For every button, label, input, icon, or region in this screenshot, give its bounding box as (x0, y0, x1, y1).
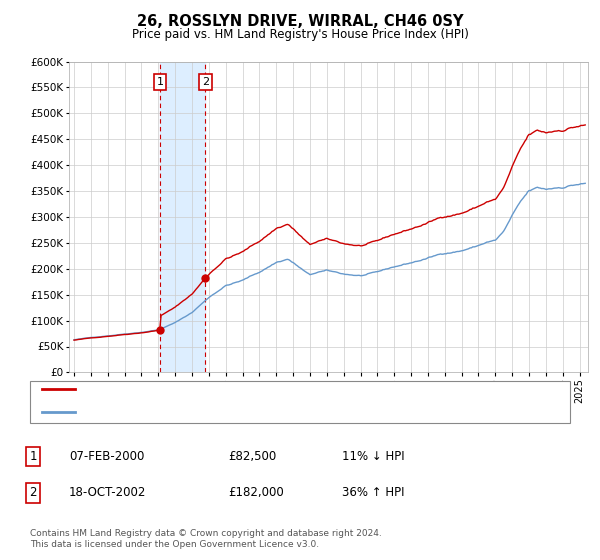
Text: 07-FEB-2000: 07-FEB-2000 (69, 450, 145, 463)
Text: 2: 2 (29, 486, 37, 500)
Text: 1: 1 (157, 77, 163, 87)
Text: £82,500: £82,500 (228, 450, 276, 463)
Text: 26, ROSSLYN DRIVE, WIRRAL, CH46 0SY: 26, ROSSLYN DRIVE, WIRRAL, CH46 0SY (137, 14, 463, 29)
Text: Price paid vs. HM Land Registry's House Price Index (HPI): Price paid vs. HM Land Registry's House … (131, 28, 469, 41)
Text: 36% ↑ HPI: 36% ↑ HPI (342, 486, 404, 500)
Bar (160, 62, 205, 372)
Text: 18-OCT-2002: 18-OCT-2002 (69, 486, 146, 500)
Text: HPI: Average price, detached house, Wirral: HPI: Average price, detached house, Wirr… (81, 407, 305, 417)
Text: 26, ROSSLYN DRIVE, WIRRAL, CH46 0SY (detached house): 26, ROSSLYN DRIVE, WIRRAL, CH46 0SY (det… (81, 385, 382, 394)
Text: 1: 1 (29, 450, 37, 463)
Text: 11% ↓ HPI: 11% ↓ HPI (342, 450, 404, 463)
Text: £182,000: £182,000 (228, 486, 284, 500)
Text: Contains HM Land Registry data © Crown copyright and database right 2024.
This d: Contains HM Land Registry data © Crown c… (30, 529, 382, 549)
Text: 2: 2 (202, 77, 209, 87)
